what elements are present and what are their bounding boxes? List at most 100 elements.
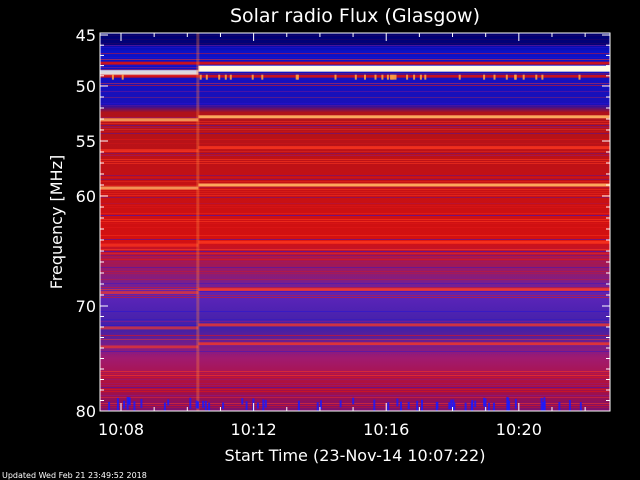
noise-speck — [133, 401, 136, 411]
texture-stripe — [100, 235, 610, 236]
texture-stripe — [100, 269, 610, 270]
noise-speck — [505, 74, 508, 80]
noise-speck — [297, 400, 300, 411]
texture-stripe — [100, 73, 610, 74]
noise-speck — [195, 400, 198, 409]
texture-stripe — [100, 103, 610, 104]
emission-band-64.2mhz — [198, 240, 610, 244]
emission-band-55.6mhz — [198, 146, 610, 150]
texture-stripe — [100, 267, 610, 268]
noise-speck — [391, 74, 394, 80]
plot-frame — [99, 32, 611, 412]
noise-speck — [389, 74, 392, 80]
texture-stripe — [100, 121, 610, 122]
noise-speck — [261, 74, 264, 80]
heatmap-stripes — [100, 33, 610, 408]
texture-stripe — [100, 207, 610, 208]
texture-stripe — [100, 45, 610, 46]
texture-stripe — [100, 159, 610, 160]
noise-speck — [354, 74, 357, 80]
texture-stripe — [100, 189, 610, 190]
x-tick-label-10:16: 10:16 — [363, 420, 409, 439]
texture-stripe — [100, 283, 610, 284]
y-tick-label-55: 55 — [76, 132, 96, 151]
noise-speck — [543, 401, 546, 411]
noise-speck — [493, 74, 496, 80]
noise-speck — [508, 400, 511, 411]
noise-speck — [264, 399, 267, 408]
texture-stripe — [100, 273, 610, 274]
noise-speck — [435, 401, 438, 411]
noise-speck — [386, 74, 389, 80]
emission-band-71.8mhz — [100, 326, 199, 330]
emission-band-48.3mhz — [198, 65, 610, 72]
noise-speck — [241, 398, 244, 405]
texture-stripe — [100, 375, 610, 376]
noise-speck — [419, 74, 422, 80]
noise-speck — [202, 400, 205, 408]
texture-stripe — [100, 335, 610, 336]
texture-stripe — [100, 213, 610, 214]
texture-stripe — [100, 205, 610, 206]
noise-speck — [506, 397, 509, 411]
texture-stripe — [100, 59, 610, 60]
texture-stripe — [100, 385, 610, 386]
noise-speck — [128, 397, 130, 405]
texture-stripe — [100, 181, 610, 182]
x-axis-title: Start Time (23-Nov-14 10:07:22) — [225, 446, 486, 465]
texture-stripe — [100, 311, 610, 312]
x-tick-label-10:12: 10:12 — [231, 420, 277, 439]
texture-stripe — [100, 127, 610, 128]
texture-stripe — [100, 353, 610, 354]
texture-stripe — [100, 407, 610, 408]
emission-band-68.5mhz — [198, 288, 610, 291]
noise-speck — [392, 74, 395, 80]
texture-stripe — [100, 197, 610, 198]
x-tick-label-10:20: 10:20 — [496, 420, 542, 439]
texture-stripe — [100, 279, 610, 280]
noise-speck — [453, 402, 456, 410]
noise-speck — [471, 400, 474, 411]
texture-stripe — [100, 123, 610, 124]
texture-stripe — [100, 203, 610, 204]
emission-band-52.8mhz — [100, 118, 199, 122]
texture-stripe — [100, 377, 610, 378]
noise-speck — [522, 74, 525, 80]
updated-timestamp: Updated Wed Feb 21 23:49:52 2018 — [2, 471, 147, 480]
noise-speck — [352, 397, 355, 405]
texture-stripe — [100, 131, 610, 132]
texture-stripe — [100, 57, 610, 58]
noise-speck — [374, 74, 377, 80]
noise-speck — [111, 74, 114, 80]
noise-speck — [245, 401, 248, 410]
noise-speck — [450, 399, 453, 409]
texture-stripe — [100, 155, 610, 156]
texture-stripe — [100, 371, 610, 372]
x-axis: 10:08 10:12 10:16 10:20 — [98, 33, 586, 439]
noise-speck — [540, 397, 543, 411]
texture-stripe — [100, 161, 610, 162]
texture-stripe — [100, 379, 610, 380]
texture-stripe — [100, 319, 610, 320]
level-shift-seam — [196, 33, 200, 411]
noise-speck — [167, 399, 170, 406]
noise-speck — [316, 402, 319, 411]
noise-speck — [334, 74, 337, 80]
noise-speck — [568, 400, 571, 411]
noise-speck — [262, 399, 265, 411]
emission-band-68.5mhz — [100, 291, 199, 294]
texture-stripe — [100, 83, 610, 84]
texture-stripe — [100, 383, 610, 384]
texture-stripe — [100, 175, 610, 176]
noise-speck — [448, 402, 451, 410]
texture-stripe — [100, 253, 610, 254]
texture-stripe — [100, 215, 610, 216]
texture-stripe — [100, 151, 610, 152]
texture-stripe — [100, 277, 610, 278]
heatmap-specks — [108, 74, 582, 411]
emission-band-71.8mhz — [198, 323, 610, 327]
texture-stripe — [100, 403, 610, 404]
noise-speck — [373, 399, 376, 411]
noise-speck — [205, 74, 208, 80]
noise-speck — [204, 400, 207, 411]
